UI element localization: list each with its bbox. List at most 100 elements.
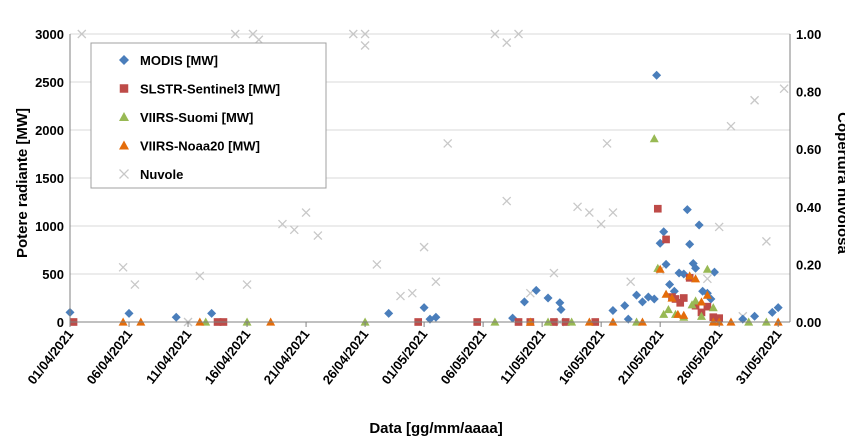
series-1-point bbox=[671, 295, 680, 303]
series-4-point bbox=[230, 29, 240, 39]
series-4-point bbox=[77, 29, 87, 39]
legend-box bbox=[90, 42, 327, 189]
series-2-point bbox=[696, 311, 706, 320]
series-4-point bbox=[761, 236, 771, 246]
y2-axis-title: Copertura nuvolosa bbox=[834, 112, 845, 254]
legend-label: VIIRS-Suomi [MW] bbox=[140, 110, 253, 125]
series-2-point bbox=[649, 134, 659, 143]
series-1-point bbox=[703, 302, 712, 311]
x-tick-label: 16/04/2021 bbox=[202, 327, 254, 388]
series-2-point bbox=[691, 296, 701, 305]
legend-marker bbox=[119, 55, 129, 65]
y-axis-title: Potere radiante [MW] bbox=[14, 108, 31, 258]
x-tick-label: 06/05/2021 bbox=[438, 327, 490, 388]
series-0-point bbox=[632, 290, 642, 300]
y-tick-label: 0 bbox=[57, 315, 64, 330]
series-4-point bbox=[608, 208, 618, 218]
series-0-point bbox=[709, 267, 719, 277]
y-tick-label: 1000 bbox=[35, 219, 64, 234]
x-tick-label: 31/05/2021 bbox=[733, 327, 785, 388]
series-1-point bbox=[679, 294, 688, 302]
y-tick-label: 500 bbox=[42, 267, 64, 282]
series-0-point bbox=[685, 239, 695, 249]
y-tick-label: 1500 bbox=[35, 171, 64, 186]
legend-marker bbox=[119, 169, 129, 179]
series-0-point bbox=[384, 308, 394, 318]
y-tick-label: 2000 bbox=[35, 123, 64, 138]
series-0-point bbox=[419, 303, 429, 313]
series-0-point bbox=[767, 307, 777, 317]
series-0-point bbox=[649, 294, 659, 304]
series-0-point bbox=[124, 308, 134, 318]
series-1-point bbox=[709, 313, 718, 322]
series-4-point bbox=[289, 225, 299, 235]
series-4-point bbox=[360, 41, 370, 50]
x-tick-label: 21/05/2021 bbox=[615, 327, 667, 388]
legend-marker bbox=[119, 112, 129, 121]
series-4-point bbox=[443, 138, 453, 148]
series-0-point bbox=[519, 297, 529, 307]
series-0-point bbox=[171, 312, 181, 322]
series-2-point bbox=[708, 303, 718, 312]
series-4-point bbox=[195, 271, 205, 281]
series-4-point bbox=[502, 196, 512, 206]
series-4-point bbox=[348, 29, 358, 39]
y2-tick-label: 0.20 bbox=[796, 257, 821, 272]
series-4-point bbox=[702, 274, 712, 284]
series-0-point bbox=[665, 280, 675, 290]
series-4-point bbox=[431, 277, 441, 287]
y-tick-label: 2500 bbox=[35, 75, 64, 90]
series-0-point bbox=[431, 312, 441, 322]
series-4-point bbox=[301, 208, 311, 218]
series-0-point bbox=[773, 303, 783, 313]
series-2-point bbox=[663, 305, 673, 314]
series-0-point bbox=[682, 205, 692, 215]
legend-label: VIIRS-Noaa20 [MW] bbox=[140, 139, 260, 154]
series-3-point bbox=[691, 274, 701, 283]
x-tick-label: 21/04/2021 bbox=[261, 327, 313, 388]
series-1-point bbox=[662, 235, 670, 244]
series-4-point bbox=[118, 262, 128, 272]
x-tick-label: 11/05/2021 bbox=[497, 327, 548, 387]
legend: MODIS [MW] SLSTR-Sentinel3 [MW] VIIRS-Suom… bbox=[90, 42, 327, 189]
series-0-point bbox=[531, 285, 541, 295]
series-4-point bbox=[596, 219, 606, 229]
series-4-point bbox=[584, 208, 594, 218]
y-tick-label: 3000 bbox=[35, 27, 64, 42]
legend-label: MODIS [MW] bbox=[140, 53, 218, 68]
series-2-point bbox=[702, 264, 712, 273]
series-1-point bbox=[676, 298, 685, 307]
series-4-point bbox=[779, 84, 789, 94]
series-0-point bbox=[661, 259, 671, 269]
series-3-point bbox=[702, 290, 712, 299]
series-0-point bbox=[556, 305, 566, 315]
series-4-point bbox=[502, 38, 512, 48]
series-3-point bbox=[667, 293, 677, 302]
series-0-point bbox=[620, 301, 630, 311]
series-4-point bbox=[573, 202, 583, 212]
x-tick-label: 26/04/2021 bbox=[320, 327, 372, 388]
series-0-point bbox=[543, 293, 553, 303]
y2-tick-label: 0.80 bbox=[796, 85, 821, 100]
series-0-point bbox=[691, 263, 701, 273]
y2-tick-label: 0.40 bbox=[796, 200, 821, 215]
series-3-point bbox=[696, 297, 706, 306]
series-4-point bbox=[407, 288, 417, 298]
series-4-point bbox=[396, 291, 405, 301]
power-series bbox=[65, 70, 783, 326]
x-tick-label: 11/04/2021 bbox=[143, 327, 194, 387]
series-0-point bbox=[652, 70, 662, 80]
x-tick-label: 26/05/2021 bbox=[674, 327, 726, 388]
series-4-point bbox=[514, 29, 523, 39]
series-0-point bbox=[207, 308, 217, 318]
series-4-point bbox=[130, 280, 140, 290]
series-4-point bbox=[419, 242, 429, 252]
series-4-point bbox=[626, 277, 636, 287]
legend-marker bbox=[119, 140, 129, 150]
series-3-point bbox=[655, 264, 665, 273]
series-0-point bbox=[555, 298, 565, 308]
series-1-point bbox=[691, 301, 700, 310]
y2-tick-label: 0.60 bbox=[796, 142, 821, 157]
series-4-point bbox=[750, 95, 760, 105]
